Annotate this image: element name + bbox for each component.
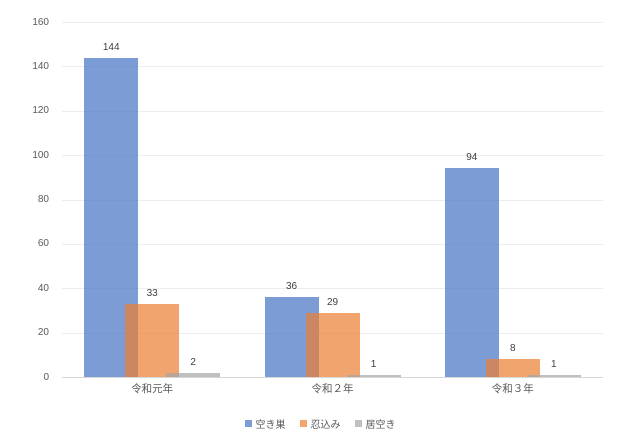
gridline-140	[62, 66, 603, 68]
y-tick-label-0: 0	[43, 371, 49, 383]
legend-marker-series2-icon	[354, 420, 362, 427]
y-tick-label-100: 100	[32, 149, 49, 161]
x-category-label-1: 令和２年	[311, 383, 354, 395]
legend-marker-series0-icon	[244, 420, 252, 427]
legend-item-1: 忍込み	[299, 416, 341, 431]
data-label-series0-cat0: 144	[102, 41, 120, 53]
legend: 空き巣 忍込み 居空き	[0, 416, 640, 431]
gridline-160	[62, 22, 603, 23]
data-label-series1-cat0: 33	[146, 287, 158, 299]
bar-series2-cat0	[166, 372, 221, 377]
y-tick-label-60: 60	[37, 238, 49, 250]
gridline-40	[62, 288, 603, 290]
data-label-series2-cat2: 1	[551, 358, 557, 370]
gridline-120	[62, 110, 603, 112]
data-label-series2-cat0: 2	[190, 356, 196, 368]
x-category-label-2: 令和３年	[491, 383, 534, 395]
data-label-series2-cat1: 1	[370, 358, 377, 370]
legend-marker-series1-icon	[299, 420, 307, 427]
legend-item-2: 居空き	[354, 416, 396, 431]
y-tick-label-40: 40	[37, 282, 49, 294]
data-label-series0-cat1: 36	[285, 281, 298, 293]
legend-item-0: 空き巣	[244, 416, 286, 431]
bar-series2-cat1	[346, 374, 401, 377]
bar-series2-cat2	[526, 374, 581, 377]
y-tick-label-120: 120	[32, 105, 49, 117]
bar-series1-cat0	[125, 303, 180, 377]
x-category-label-0: 令和元年	[131, 383, 174, 395]
legend-label-0: 空き巣	[255, 420, 286, 431]
bar-series0-cat2	[444, 168, 499, 377]
y-tick-label-20: 20	[37, 327, 49, 339]
data-label-series1-cat1: 29	[326, 296, 339, 308]
y-tick-label-160: 160	[32, 16, 49, 28]
gridline-60	[62, 243, 603, 245]
legend-label-1: 忍込み	[310, 420, 341, 431]
y-tick-label-80: 80	[37, 194, 49, 205]
data-label-series0-cat2: 94	[466, 152, 478, 164]
legend-label-2: 居空き	[365, 420, 396, 431]
y-tick-label-140: 140	[32, 60, 49, 72]
bar-series1-cat2	[485, 359, 540, 378]
x-axis-line	[62, 377, 603, 378]
gridline-100	[62, 155, 603, 157]
bar-series1-cat1	[305, 312, 360, 377]
data-label-series1-cat2: 8	[510, 343, 516, 355]
gridline-80	[62, 199, 603, 201]
